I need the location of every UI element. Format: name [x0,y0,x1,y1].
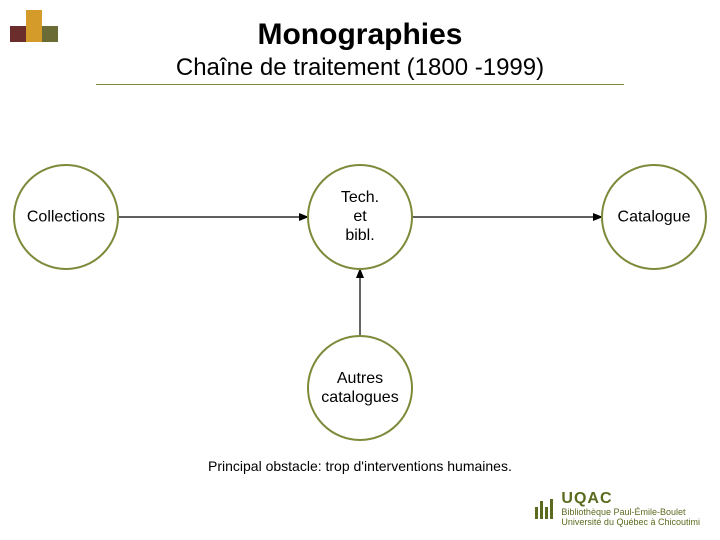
diagram-caption: Principal obstacle: trop d'interventions… [208,458,512,474]
uqac-mark-icon [535,499,553,519]
flow-node-label-collections: Collections [27,207,105,226]
flow-node-label-catalogue: Catalogue [618,207,691,226]
footer-logo: UQAC Bibliothèque Paul-Émile-Boulet Univ… [535,490,700,528]
flow-node-label-autres: Autrescatalogues [321,369,398,407]
footer-line2: Université du Québec à Chicoutimi [561,518,700,528]
flow-node-label-tech: Tech.etbibl. [341,188,379,246]
footer-brand: UQAC [561,490,700,508]
footer-text: UQAC Bibliothèque Paul-Émile-Boulet Univ… [561,490,700,528]
